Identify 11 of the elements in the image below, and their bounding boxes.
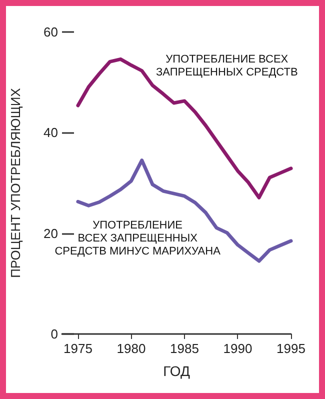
x-tick-label: 1995	[276, 341, 306, 356]
y-tick-label: 60	[44, 24, 58, 40]
x-axis-title: ГОД	[163, 363, 190, 379]
y-tick-label: 40	[44, 125, 58, 140]
x-tick-label: 1985	[170, 341, 199, 356]
x-tick-label: 1975	[64, 341, 92, 356]
x-tick-label: 1990	[223, 341, 252, 356]
y-axis-title: ПРОЦЕНТ УПОТРЕБЛЯЮЩИХ	[8, 88, 23, 278]
y-tick-label: 0	[50, 326, 58, 342]
series-label: УПОТРЕБЛЕНИЕ ВСЕХ ЗАПРЕЩЕННЫХ СРЕДСТВ	[156, 54, 298, 79]
x-tick-label: 1980	[116, 341, 146, 356]
